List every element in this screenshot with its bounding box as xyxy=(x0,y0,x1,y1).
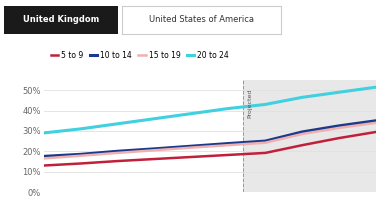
Bar xyxy=(243,80,380,192)
Legend: 5 to 9, 10 to 14, 15 to 19, 20 to 24: 5 to 9, 10 to 14, 15 to 19, 20 to 24 xyxy=(48,48,232,63)
Text: United States of America: United States of America xyxy=(149,16,254,24)
Text: United Kingdom: United Kingdom xyxy=(23,16,99,24)
Text: Projected: Projected xyxy=(247,88,252,118)
